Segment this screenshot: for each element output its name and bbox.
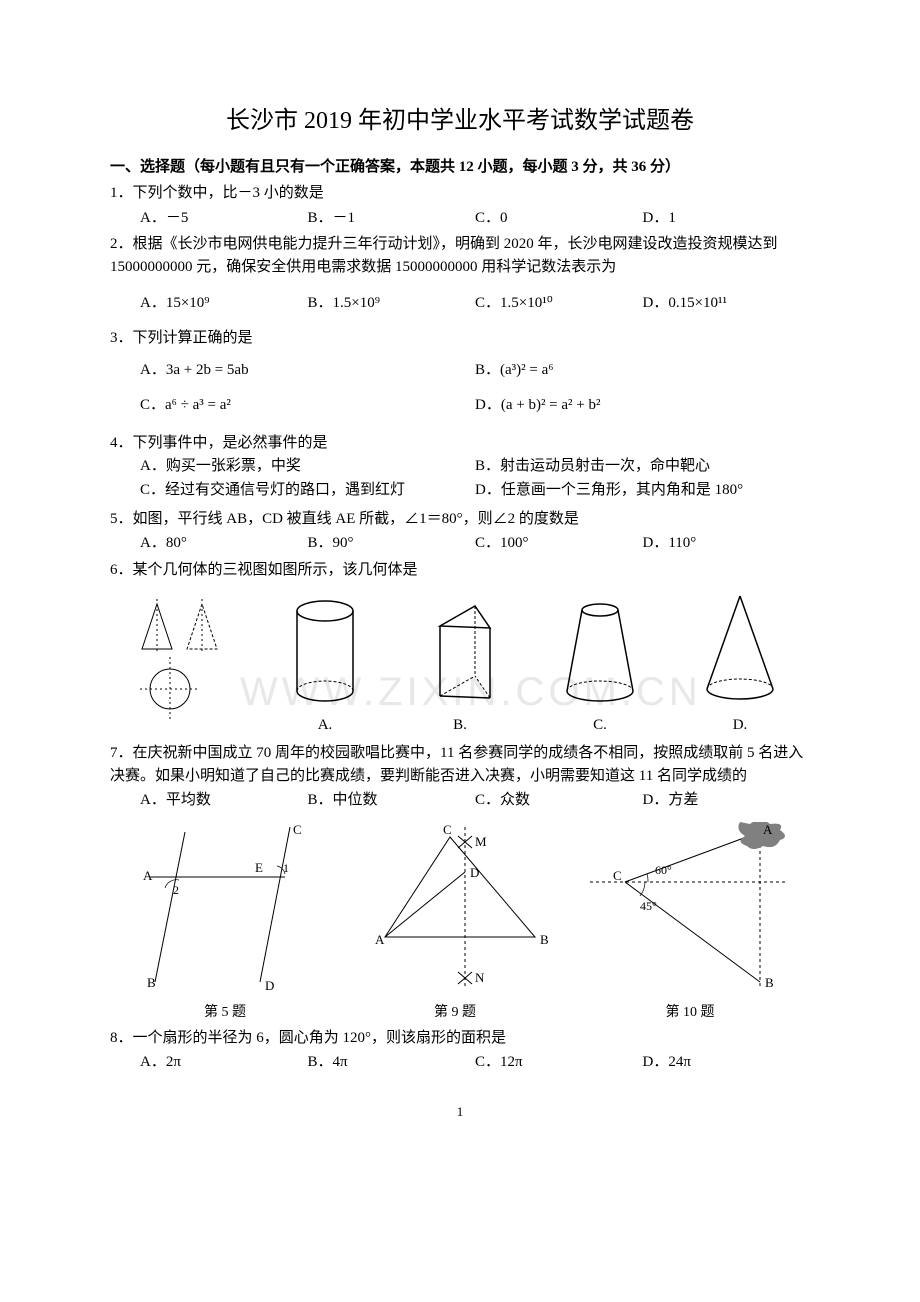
- question-4: 4．下列事件中，是必然事件的是 A．购买一张彩票，中奖 B．射击运动员射击一次，…: [110, 432, 810, 504]
- svg-text:A: A: [763, 822, 773, 837]
- svg-text:B: B: [765, 975, 774, 990]
- svg-text:1: 1: [283, 861, 289, 875]
- diagram-10: A B C 60° 45° 第 10 题: [585, 822, 795, 1021]
- three-view-svg: [135, 599, 235, 729]
- svg-text:C: C: [613, 868, 622, 883]
- page-number: 1: [110, 1104, 810, 1120]
- prism-icon: B.: [415, 596, 505, 734]
- q5-opt-a: A．80°: [140, 532, 308, 555]
- q5-text: 5．如图，平行线 AB，CD 被直线 AE 所截，∠1＝80°，则∠2 的度数是: [110, 508, 810, 531]
- question-8: 8．一个扇形的半径为 6，圆心角为 120°，则该扇形的面积是 A．2π B．4…: [110, 1027, 810, 1074]
- svg-text:C: C: [293, 822, 302, 837]
- svg-text:B: B: [540, 932, 549, 947]
- q1-opt-a: A．－5: [140, 207, 308, 230]
- q1-opt-c: C．0: [475, 207, 643, 230]
- section-header: 一、选择题（每小题有且只有一个正确答案，本题共 12 小题，每小题 3 分，共 …: [110, 155, 810, 176]
- q7-opt-c: C．众数: [475, 789, 643, 812]
- svg-text:A: A: [375, 932, 385, 947]
- q4-opt-a: A．购买一张彩票，中奖: [140, 455, 475, 478]
- three-view-icon: [135, 599, 235, 734]
- q1-opt-b: B．－1: [308, 207, 476, 230]
- q8-opt-a: A．2π: [140, 1051, 308, 1074]
- q5-opt-d: D．110°: [643, 532, 811, 555]
- diag9-caption: 第 9 题: [355, 1001, 555, 1021]
- q3-opt-c: C．a⁶ ÷ a³ = a²: [140, 394, 475, 417]
- question-2: 2．根据《长沙市电网供电能力提升三年行动计划》，明确到 2020 年，长沙电网建…: [110, 233, 810, 315]
- svg-text:E: E: [255, 860, 263, 875]
- q8-opt-b: B．4π: [308, 1051, 476, 1074]
- question-5: 5．如图，平行线 AB，CD 被直线 AE 所截，∠1＝80°，则∠2 的度数是…: [110, 508, 810, 555]
- q6-figures: A. B. C.: [110, 591, 810, 734]
- q8-opt-c: C．12π: [475, 1051, 643, 1074]
- cylinder-icon: A.: [285, 596, 365, 734]
- diagram-9: A B C D M N 第 9 题: [355, 822, 555, 1021]
- q3-opt-a: A．3a + 2b = 5ab: [140, 359, 475, 382]
- svg-text:A: A: [143, 868, 153, 883]
- q2-opt-b: B．1.5×10⁹: [308, 292, 476, 315]
- question-3: 3．下列计算正确的是 A．3a + 2b = 5ab B．(a³)² = a⁶ …: [110, 327, 810, 429]
- q8-text: 8．一个扇形的半径为 6，圆心角为 120°，则该扇形的面积是: [110, 1027, 810, 1050]
- q4-opt-b: B．射击运动员射击一次，命中靶心: [475, 455, 810, 478]
- q5-opt-c: C．100°: [475, 532, 643, 555]
- q7-text: 7．在庆祝新中国成立 70 周年的校园歌唱比赛中，11 名参赛同学的成绩各不相同…: [110, 742, 810, 787]
- q6-opt-d: D.: [695, 717, 785, 734]
- diagrams-row: A B C D E 1 2 第 5 题 A B C D M: [110, 822, 810, 1021]
- q3-text: 3．下列计算正确的是: [110, 327, 810, 350]
- svg-text:B: B: [147, 975, 156, 990]
- svg-text:C: C: [443, 822, 452, 837]
- q7-opt-b: B．中位数: [308, 789, 476, 812]
- page-title: 长沙市 2019 年初中学业水平考试数学试题卷: [110, 100, 810, 135]
- q2-opt-c: C．1.5×10¹⁰: [475, 292, 643, 315]
- frustum-icon: C.: [555, 596, 645, 734]
- q2-text: 2．根据《长沙市电网供电能力提升三年行动计划》，明确到 2020 年，长沙电网建…: [110, 233, 810, 278]
- q3-opt-b: B．(a³)² = a⁶: [475, 359, 810, 382]
- q1-text: 1．下列个数中，比－3 小的数是: [110, 182, 810, 205]
- q1-opt-d: D．1: [643, 207, 811, 230]
- svg-text:M: M: [475, 834, 487, 849]
- svg-text:2: 2: [173, 883, 179, 897]
- q7-opt-d: D．方差: [643, 789, 811, 812]
- q8-opt-d: D．24π: [643, 1051, 811, 1074]
- cone-icon: D.: [695, 591, 785, 734]
- svg-text:D: D: [470, 865, 479, 880]
- q4-opt-d: D．任意画一个三角形，其内角和是 180°: [475, 479, 810, 502]
- svg-text:N: N: [475, 970, 485, 985]
- q2-opt-a: A．15×10⁹: [140, 292, 308, 315]
- svg-text:45°: 45°: [640, 899, 657, 913]
- q4-opt-c: C．经过有交通信号灯的路口，遇到红灯: [140, 479, 475, 502]
- q4-text: 4．下列事件中，是必然事件的是: [110, 432, 810, 455]
- question-7: 7．在庆祝新中国成立 70 周年的校园歌唱比赛中，11 名参赛同学的成绩各不相同…: [110, 742, 810, 812]
- q7-opt-a: A．平均数: [140, 789, 308, 812]
- q6-text: 6．某个几何体的三视图如图所示，该几何体是: [110, 559, 810, 582]
- q6-opt-b: B.: [415, 717, 505, 734]
- question-1: 1．下列个数中，比－3 小的数是 A．－5 B．－1 C．0 D．1: [110, 182, 810, 229]
- q6-opt-a: A.: [285, 717, 365, 734]
- question-6: 6．某个几何体的三视图如图所示，该几何体是: [110, 559, 810, 582]
- diag10-caption: 第 10 题: [585, 1001, 795, 1021]
- svg-text:D: D: [265, 978, 274, 992]
- diag5-caption: 第 5 题: [125, 1001, 325, 1021]
- diagram-5: A B C D E 1 2 第 5 题: [125, 822, 325, 1021]
- q2-opt-d: D．0.15×10¹¹: [643, 292, 811, 315]
- q5-opt-b: B．90°: [308, 532, 476, 555]
- q6-opt-c: C.: [555, 717, 645, 734]
- svg-text:60°: 60°: [655, 863, 672, 877]
- q3-opt-d: D．(a + b)² = a² + b²: [475, 394, 810, 417]
